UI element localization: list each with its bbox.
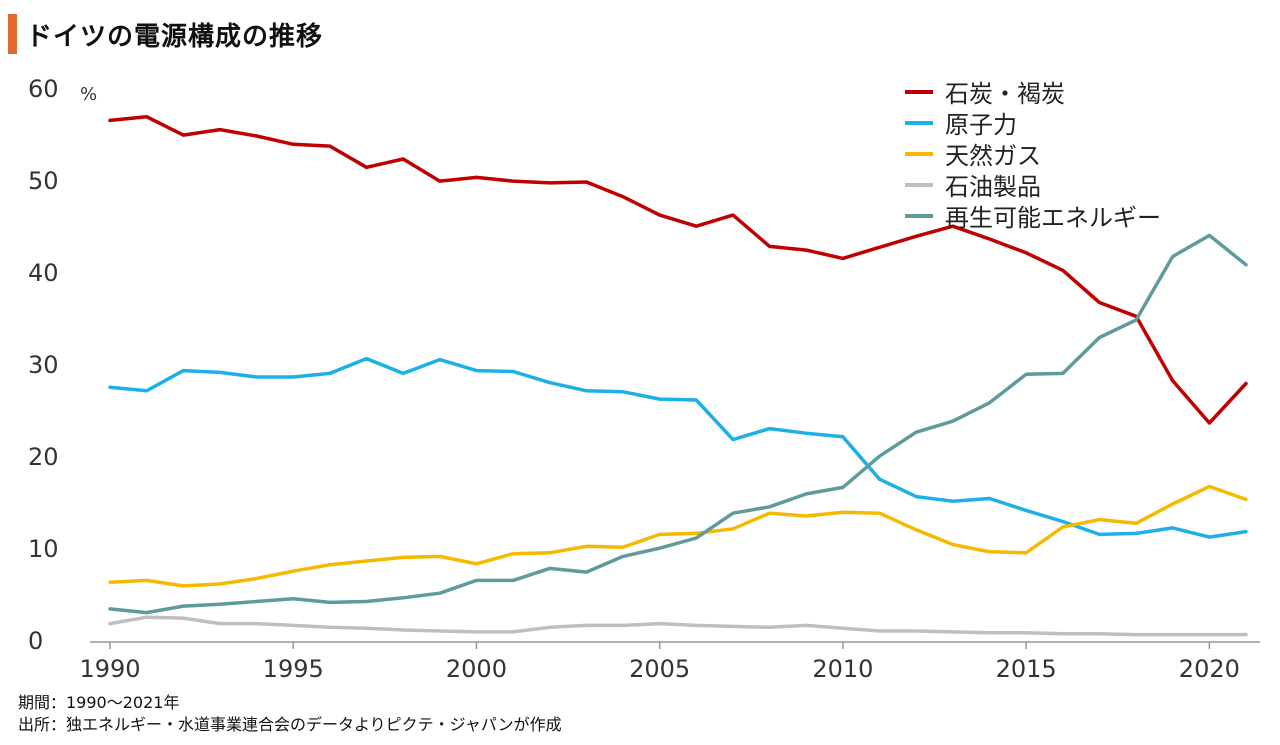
legend-item: 石炭・褐炭 — [905, 76, 1161, 108]
series-line-2 — [108, 484, 1248, 588]
x-tick-label: 1990 — [79, 655, 141, 683]
legend-label: 石油製品 — [945, 173, 1041, 201]
legend-item: 原子力 — [905, 107, 1161, 139]
x-tick-label: 2000 — [445, 655, 507, 683]
x-tick-label: 2010 — [812, 655, 874, 683]
series-line-1 — [108, 356, 1248, 539]
source-note: 出所：独エネルギー・水道事業連合会のデータよりピクテ・ジャパンが作成 — [18, 715, 562, 734]
y-tick-label: 0 — [28, 627, 44, 655]
legend-swatch — [905, 182, 933, 187]
y-tick-label: 40 — [28, 259, 59, 287]
series-line-3 — [108, 615, 1248, 637]
y-tick-label: 30 — [28, 351, 59, 379]
page-title: ドイツの電源構成の推移 — [26, 22, 324, 52]
legend-item: 再生可能エネルギー — [905, 200, 1161, 232]
legend-swatch — [905, 151, 933, 156]
legend-item: 石油製品 — [905, 169, 1161, 201]
legend-item: 天然ガス — [905, 138, 1161, 170]
y-axis-unit: % — [80, 84, 98, 105]
series-line-0 — [108, 114, 1248, 425]
x-tick-label: 1995 — [262, 655, 324, 683]
legend-label: 天然ガス — [945, 142, 1041, 170]
x-tick-label: 2020 — [1178, 655, 1240, 683]
legend-label: 石炭・褐炭 — [945, 80, 1065, 108]
y-tick-label: 20 — [28, 443, 59, 471]
chart-legend: 石炭・褐炭原子力天然ガス石油製品再生可能エネルギー — [905, 76, 1161, 232]
x-tick-label: 2005 — [629, 655, 691, 683]
legend-swatch — [905, 89, 933, 94]
series-line-4 — [108, 233, 1248, 615]
legend-swatch — [905, 120, 933, 125]
x-tick-label: 2015 — [995, 655, 1057, 683]
y-tick-label: 50 — [28, 167, 59, 195]
period-note: 期間：1990～2021年 — [18, 693, 180, 712]
chart-notes: 期間：1990～2021年 出所：独エネルギー・水道事業連合会のデータよりピクテ… — [18, 692, 562, 736]
title-accent-bar — [8, 14, 17, 54]
legend-label: 原子力 — [945, 111, 1017, 139]
legend-swatch — [905, 213, 933, 218]
y-tick-label: 60 — [28, 75, 59, 103]
legend-label: 再生可能エネルギー — [945, 204, 1161, 232]
y-tick-label: 10 — [28, 535, 59, 563]
